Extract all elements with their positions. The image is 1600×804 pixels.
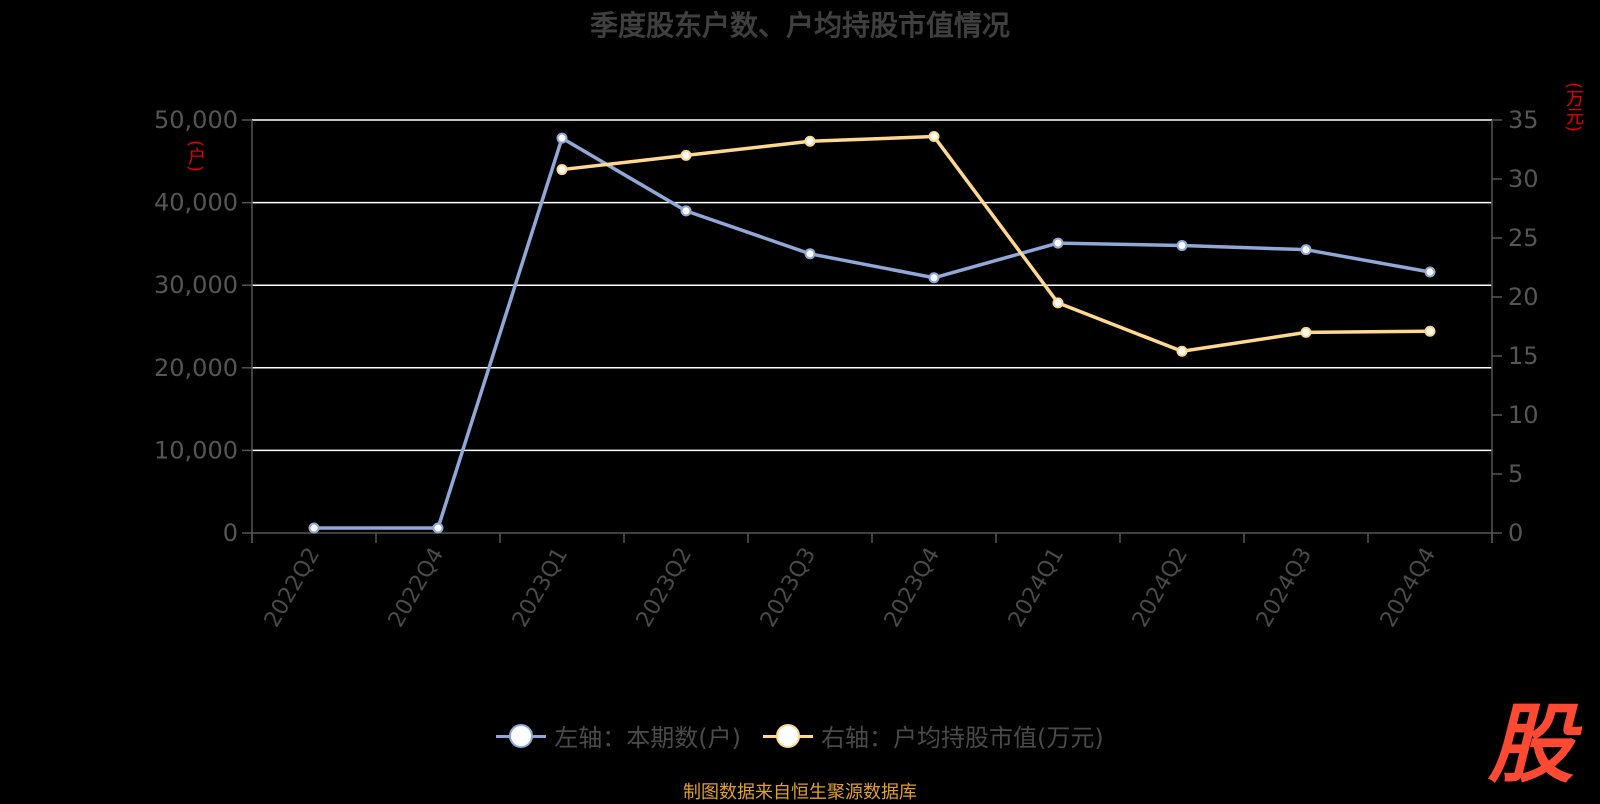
x-tick-label-0: 2022Q2 xyxy=(260,544,325,632)
series-0-point-4 xyxy=(804,248,816,260)
left-axis-unit: (户) xyxy=(185,140,206,173)
right-tick-label-4: 20 xyxy=(1508,283,1539,311)
right-tick-label-2: 10 xyxy=(1508,401,1539,429)
right-tick-label-7: 35 xyxy=(1508,106,1539,134)
right-tick-label-5: 25 xyxy=(1508,224,1539,252)
series-0-point-1 xyxy=(432,522,444,534)
series-0-point-6 xyxy=(1052,237,1064,249)
right-axis-unit: (万元) xyxy=(1563,82,1584,133)
x-tick-label-7: 2024Q2 xyxy=(1128,544,1193,632)
series-0-point-7 xyxy=(1176,240,1188,252)
series-0-point-5 xyxy=(928,272,940,284)
x-tick-label-6: 2024Q1 xyxy=(1004,544,1069,632)
left-tick-label-4: 40,000 xyxy=(154,189,238,217)
legend-item-avg-value[interactable]: 右轴：户均持股市值(万元) xyxy=(763,718,1104,753)
legend: 左轴：本期数(户) 右轴：户均持股市值(万元) xyxy=(0,718,1600,753)
right-tick-label-1: 5 xyxy=(1508,460,1523,488)
right-tick-label-3: 15 xyxy=(1508,342,1539,370)
x-tick-label-4: 2023Q3 xyxy=(756,544,821,632)
series-1-point-3 xyxy=(680,149,692,161)
legend-swatch-households xyxy=(496,723,547,748)
series-0-point-0 xyxy=(308,522,320,534)
legend-item-households[interactable]: 左轴：本期数(户) xyxy=(496,718,741,753)
x-tick-label-1: 2022Q4 xyxy=(384,544,449,632)
series-0-point-9 xyxy=(1424,266,1436,278)
brand-logo: 股 xyxy=(1488,695,1574,795)
series-1-point-2 xyxy=(556,164,568,176)
series-1-point-6 xyxy=(1052,297,1064,309)
right-tick-label-0: 0 xyxy=(1508,519,1523,547)
legend-label-households: 左轴：本期数(户) xyxy=(554,724,741,752)
left-tick-label-0: 0 xyxy=(223,519,238,547)
right-tick-label-6: 30 xyxy=(1508,165,1539,193)
series-0-point-3 xyxy=(680,205,692,217)
left-tick-label-5: 50,000 xyxy=(154,106,238,134)
series-0-point-8 xyxy=(1300,244,1312,256)
x-tick-label-3: 2023Q2 xyxy=(632,544,697,632)
x-tick-label-2: 2023Q1 xyxy=(508,544,573,632)
left-tick-label-3: 30,000 xyxy=(154,271,238,299)
series-1-point-8 xyxy=(1300,326,1312,338)
left-tick-label-2: 20,000 xyxy=(154,354,238,382)
series-0-point-2 xyxy=(556,132,568,144)
series-1-point-9 xyxy=(1424,325,1436,337)
chart-title: 季度股东户数、户均持股市值情况 xyxy=(589,9,1010,42)
series-line-1 xyxy=(561,134,1431,354)
series-1-point-7 xyxy=(1176,345,1188,357)
series-1-point-5 xyxy=(928,131,940,143)
left-tick-label-1: 10,000 xyxy=(154,436,238,464)
legend-swatch-avg-value xyxy=(763,723,813,748)
data-source-footer: 制图数据来自恒生聚源数据库 xyxy=(683,782,917,803)
series-1-point-4 xyxy=(804,135,816,147)
series-line-0 xyxy=(314,136,1431,530)
x-tick-label-5: 2023Q4 xyxy=(880,544,945,632)
x-tick-label-8: 2024Q3 xyxy=(1252,544,1317,632)
legend-label-avg-value: 右轴：户均持股市值(万元) xyxy=(821,724,1104,752)
x-tick-label-9: 2024Q4 xyxy=(1376,544,1441,632)
